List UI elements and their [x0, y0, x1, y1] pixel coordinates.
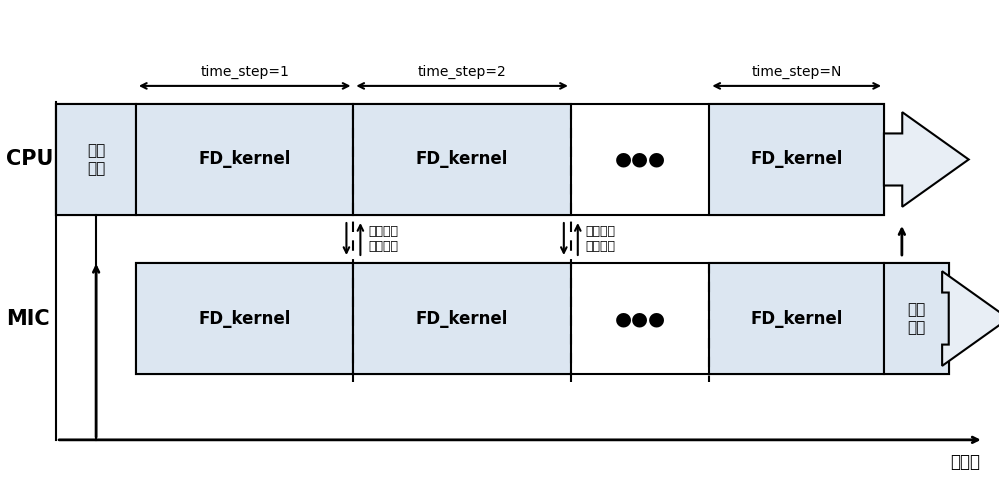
- Text: time_step=1: time_step=1: [200, 65, 289, 79]
- Text: FD_kernel: FD_kernel: [750, 310, 843, 327]
- Text: FD_kernel: FD_kernel: [750, 151, 843, 169]
- Polygon shape: [942, 271, 1000, 366]
- Bar: [136, 263, 353, 374]
- Text: 数据
传回: 数据 传回: [907, 302, 925, 335]
- Text: 互相交换
依赖边界: 互相交换 依赖边界: [586, 225, 616, 253]
- Bar: [353, 263, 571, 374]
- Bar: [884, 263, 949, 374]
- Text: FD_kernel: FD_kernel: [199, 151, 291, 169]
- Bar: [56, 104, 884, 215]
- Bar: [709, 263, 884, 374]
- Text: 时间线: 时间线: [951, 453, 981, 471]
- Bar: [136, 263, 949, 374]
- Text: ●●●: ●●●: [615, 309, 666, 328]
- Text: FD_kernel: FD_kernel: [416, 310, 508, 327]
- Text: 互相交换
依赖边界: 互相交换 依赖边界: [368, 225, 398, 253]
- Text: FD_kernel: FD_kernel: [199, 310, 291, 327]
- Bar: [136, 104, 353, 215]
- Text: time_step=N: time_step=N: [751, 65, 842, 79]
- Text: MIC: MIC: [6, 309, 50, 328]
- Text: ●●●: ●●●: [615, 150, 666, 169]
- Bar: [709, 104, 884, 215]
- Text: FD_kernel: FD_kernel: [416, 151, 508, 169]
- Text: time_step=2: time_step=2: [418, 65, 506, 79]
- Polygon shape: [884, 112, 969, 207]
- Text: 数据
传入: 数据 传入: [87, 143, 105, 176]
- Text: CPU: CPU: [6, 149, 54, 170]
- Bar: [56, 104, 136, 215]
- Bar: [353, 104, 571, 215]
